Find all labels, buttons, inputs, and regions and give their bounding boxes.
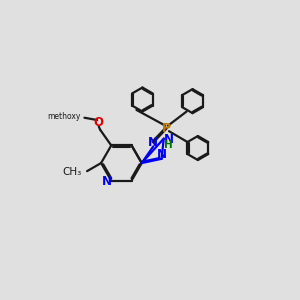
Text: N: N: [164, 133, 174, 146]
Text: CH₃: CH₃: [63, 167, 82, 177]
Text: P: P: [162, 122, 171, 135]
Text: O: O: [94, 116, 104, 129]
Text: N: N: [157, 148, 167, 161]
Text: H: H: [164, 140, 173, 150]
Text: methoxy: methoxy: [47, 112, 80, 121]
Text: N: N: [148, 136, 158, 149]
Text: N: N: [102, 175, 112, 188]
